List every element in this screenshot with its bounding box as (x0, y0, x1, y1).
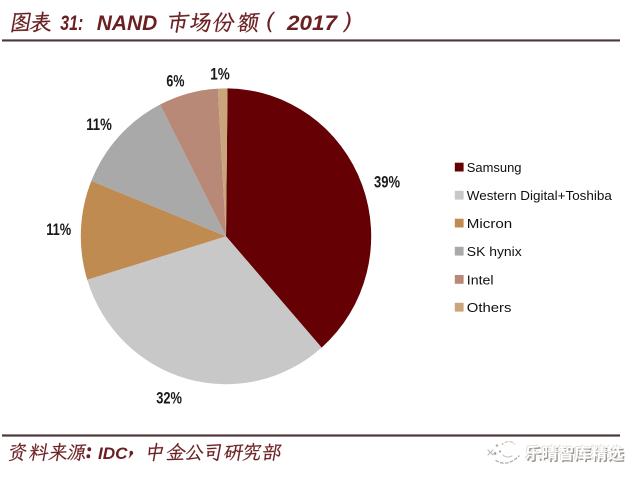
svg-text:11%: 11% (46, 221, 71, 239)
svg-text:Western Digital+Toshiba: Western Digital+Toshiba (467, 188, 613, 203)
svg-text:IDC: IDC (98, 444, 128, 463)
svg-text:Others: Others (467, 300, 512, 315)
svg-text:NAND: NAND (97, 12, 158, 35)
svg-text:1%: 1% (210, 65, 230, 83)
svg-text:SK hynix: SK hynix (467, 244, 522, 259)
svg-text:6%: 6% (166, 72, 184, 90)
svg-text:31:: 31: (60, 12, 83, 35)
svg-text:Intel: Intel (467, 272, 494, 287)
svg-text:11%: 11% (86, 116, 112, 134)
svg-text:Samsung: Samsung (467, 160, 522, 175)
svg-text:2017: 2017 (286, 12, 338, 35)
svg-text:Micron: Micron (467, 216, 512, 231)
svg-text:39%: 39% (374, 174, 400, 192)
svg-text:32%: 32% (156, 390, 182, 408)
